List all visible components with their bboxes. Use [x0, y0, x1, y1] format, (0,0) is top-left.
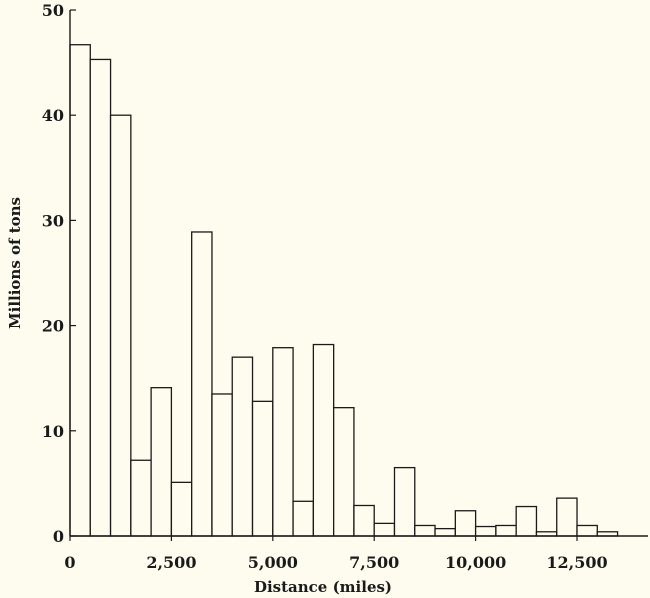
- histogram-bar: [272, 347, 294, 537]
- histogram-bar: [150, 387, 173, 537]
- histogram-bar: [332, 407, 355, 537]
- x-tick-label: 10,000: [445, 553, 506, 572]
- histogram-bar: [312, 343, 335, 537]
- x-tick-label: 2,500: [146, 553, 196, 572]
- histogram-bar: [556, 497, 578, 537]
- histogram-bar: [515, 505, 538, 537]
- y-tick-label: 40: [42, 106, 64, 125]
- histogram-bar: [373, 522, 396, 537]
- histogram-bar: [109, 114, 132, 537]
- x-tick-label: 0: [64, 553, 75, 572]
- histogram-bar: [231, 356, 254, 537]
- histogram-bar: [454, 510, 477, 537]
- x-tick-label: 7,500: [349, 553, 399, 572]
- histogram-bar: [292, 500, 315, 537]
- y-tick-label: 50: [42, 1, 64, 20]
- ticks-group: 0 10 20 30 40 50 0 2,500 5,000 7,500 10,000 12,500: [42, 1, 608, 572]
- histogram-bar: [130, 459, 152, 537]
- histogram-bar: [393, 466, 416, 537]
- histogram-bar: [474, 525, 497, 537]
- axes-group: [69, 10, 648, 537]
- x-tick-label: 5,000: [248, 553, 298, 572]
- histogram-bar: [353, 504, 375, 537]
- histogram-bar: [211, 393, 233, 537]
- histogram-bar: [170, 481, 193, 537]
- histogram-bar: [434, 527, 456, 537]
- y-axis-label: Millions of tons: [6, 197, 24, 329]
- y-tick-label: 10: [42, 422, 64, 441]
- y-tick-label: 30: [42, 211, 64, 230]
- histogram-bar: [495, 524, 517, 537]
- histogram-bar: [69, 44, 91, 537]
- x-axis-label: Distance (miles): [254, 578, 392, 596]
- histogram-bar: [414, 524, 436, 537]
- y-tick-label: 20: [42, 317, 64, 336]
- y-tick-label: 0: [53, 527, 64, 546]
- x-tick-label: 12,500: [546, 553, 607, 572]
- histogram-bar: [89, 58, 112, 537]
- histogram-bar: [576, 524, 598, 537]
- bars-group: [69, 44, 619, 537]
- histogram-bar: [251, 400, 274, 537]
- histogram-bar: [191, 231, 213, 537]
